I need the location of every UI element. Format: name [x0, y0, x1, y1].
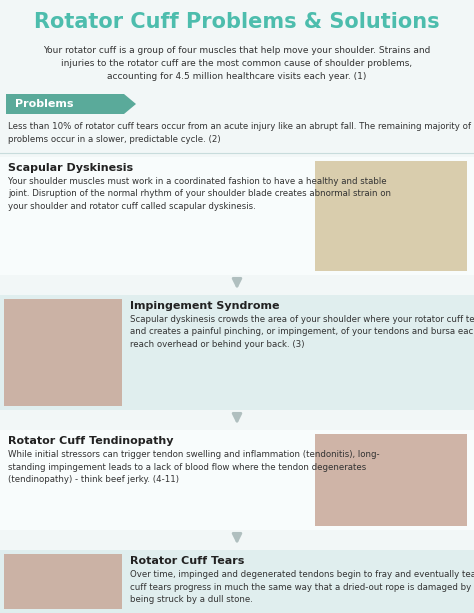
FancyBboxPatch shape	[4, 299, 122, 406]
FancyBboxPatch shape	[0, 430, 474, 530]
Text: Scapular dyskinesis crowds the area of your shoulder where your rotator cuff ten: Scapular dyskinesis crowds the area of y…	[130, 315, 474, 349]
Text: Rotator Cuff Problems & Solutions: Rotator Cuff Problems & Solutions	[34, 12, 440, 32]
FancyBboxPatch shape	[315, 161, 467, 271]
Text: Impingement Syndrome: Impingement Syndrome	[130, 301, 280, 311]
Polygon shape	[124, 94, 136, 114]
Text: Problems: Problems	[15, 99, 73, 109]
Text: Scapular Dyskinesis: Scapular Dyskinesis	[8, 163, 133, 173]
Text: Over time, impinged and degenerated tendons begin to fray and eventually tear. R: Over time, impinged and degenerated tend…	[130, 570, 474, 604]
FancyBboxPatch shape	[6, 94, 124, 114]
FancyBboxPatch shape	[4, 554, 122, 609]
Text: Your rotator cuff is a group of four muscles that help move your shoulder. Strai: Your rotator cuff is a group of four mus…	[43, 46, 431, 81]
Text: Your shoulder muscles must work in a coordinated fashion to have a healthy and s: Your shoulder muscles must work in a coo…	[8, 177, 391, 211]
Text: Rotator Cuff Tendinopathy: Rotator Cuff Tendinopathy	[8, 436, 173, 446]
Text: Rotator Cuff Tears: Rotator Cuff Tears	[130, 556, 245, 566]
FancyBboxPatch shape	[315, 434, 467, 526]
Text: While initial stressors can trigger tendon swelling and inflammation (tendonitis: While initial stressors can trigger tend…	[8, 450, 380, 484]
FancyBboxPatch shape	[0, 295, 474, 410]
Text: Less than 10% of rotator cuff tears occur from an acute injury like an abrupt fa: Less than 10% of rotator cuff tears occu…	[8, 122, 471, 143]
FancyBboxPatch shape	[0, 550, 474, 613]
FancyBboxPatch shape	[0, 157, 474, 275]
